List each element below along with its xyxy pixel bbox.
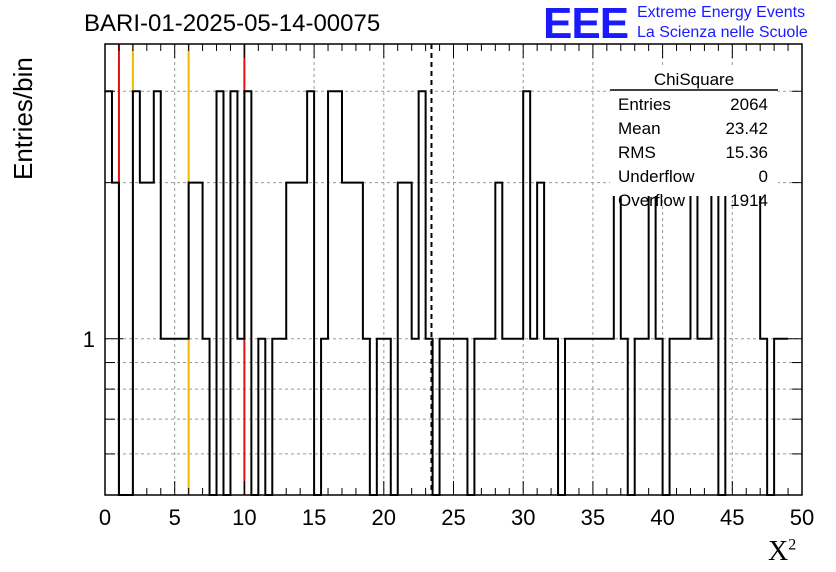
x-tick-label: 5 (169, 505, 181, 530)
chart-title: BARI-01-2025-05-14-00075 (84, 10, 381, 37)
x-tick-label: 20 (372, 505, 396, 530)
x-tick-label: 0 (99, 505, 111, 530)
x-tick-label: 40 (650, 505, 674, 530)
x-tick-label: 10 (232, 505, 256, 530)
axis-ticks: 0 5 10 15 20 25 30 35 40 45 50 1 (83, 44, 814, 530)
stats-label: Entries (618, 95, 671, 114)
x-tick-label: 50 (790, 505, 814, 530)
stats-label: Underflow (618, 167, 695, 186)
logo-text-line2: La Scienza nelle Scuole (637, 24, 808, 41)
stats-value: 23.42 (725, 119, 768, 138)
stats-value: 0 (759, 167, 768, 186)
y-tick-label: 1 (83, 327, 95, 352)
x-tick-label: 45 (720, 505, 744, 530)
x-tick-label: 25 (441, 505, 465, 530)
stats-box: ChiSquare Entries 2064 Mean 23.42 RMS 15.36 Und… (610, 66, 778, 210)
stats-value: 1914 (730, 191, 768, 210)
logo-text-line1: Extreme Energy Events (637, 4, 806, 21)
stats-label: Mean (618, 119, 661, 138)
stats-value: 15.36 (725, 143, 768, 162)
stats-title: ChiSquare (654, 70, 734, 89)
x-tick-label: 15 (302, 505, 326, 530)
x-tick-label: 30 (511, 505, 535, 530)
eee-logo: EEE (543, 0, 629, 48)
stats-label: Overflow (618, 191, 686, 210)
stats-background (610, 66, 778, 196)
stats-label: RMS (618, 143, 656, 162)
x-tick-label: 35 (581, 505, 605, 530)
y-axis-label: Entries/bin (8, 57, 38, 180)
x-axis-label: X2 (768, 536, 797, 567)
stats-value: 2064 (730, 95, 768, 114)
marker-lines (117, 44, 433, 495)
